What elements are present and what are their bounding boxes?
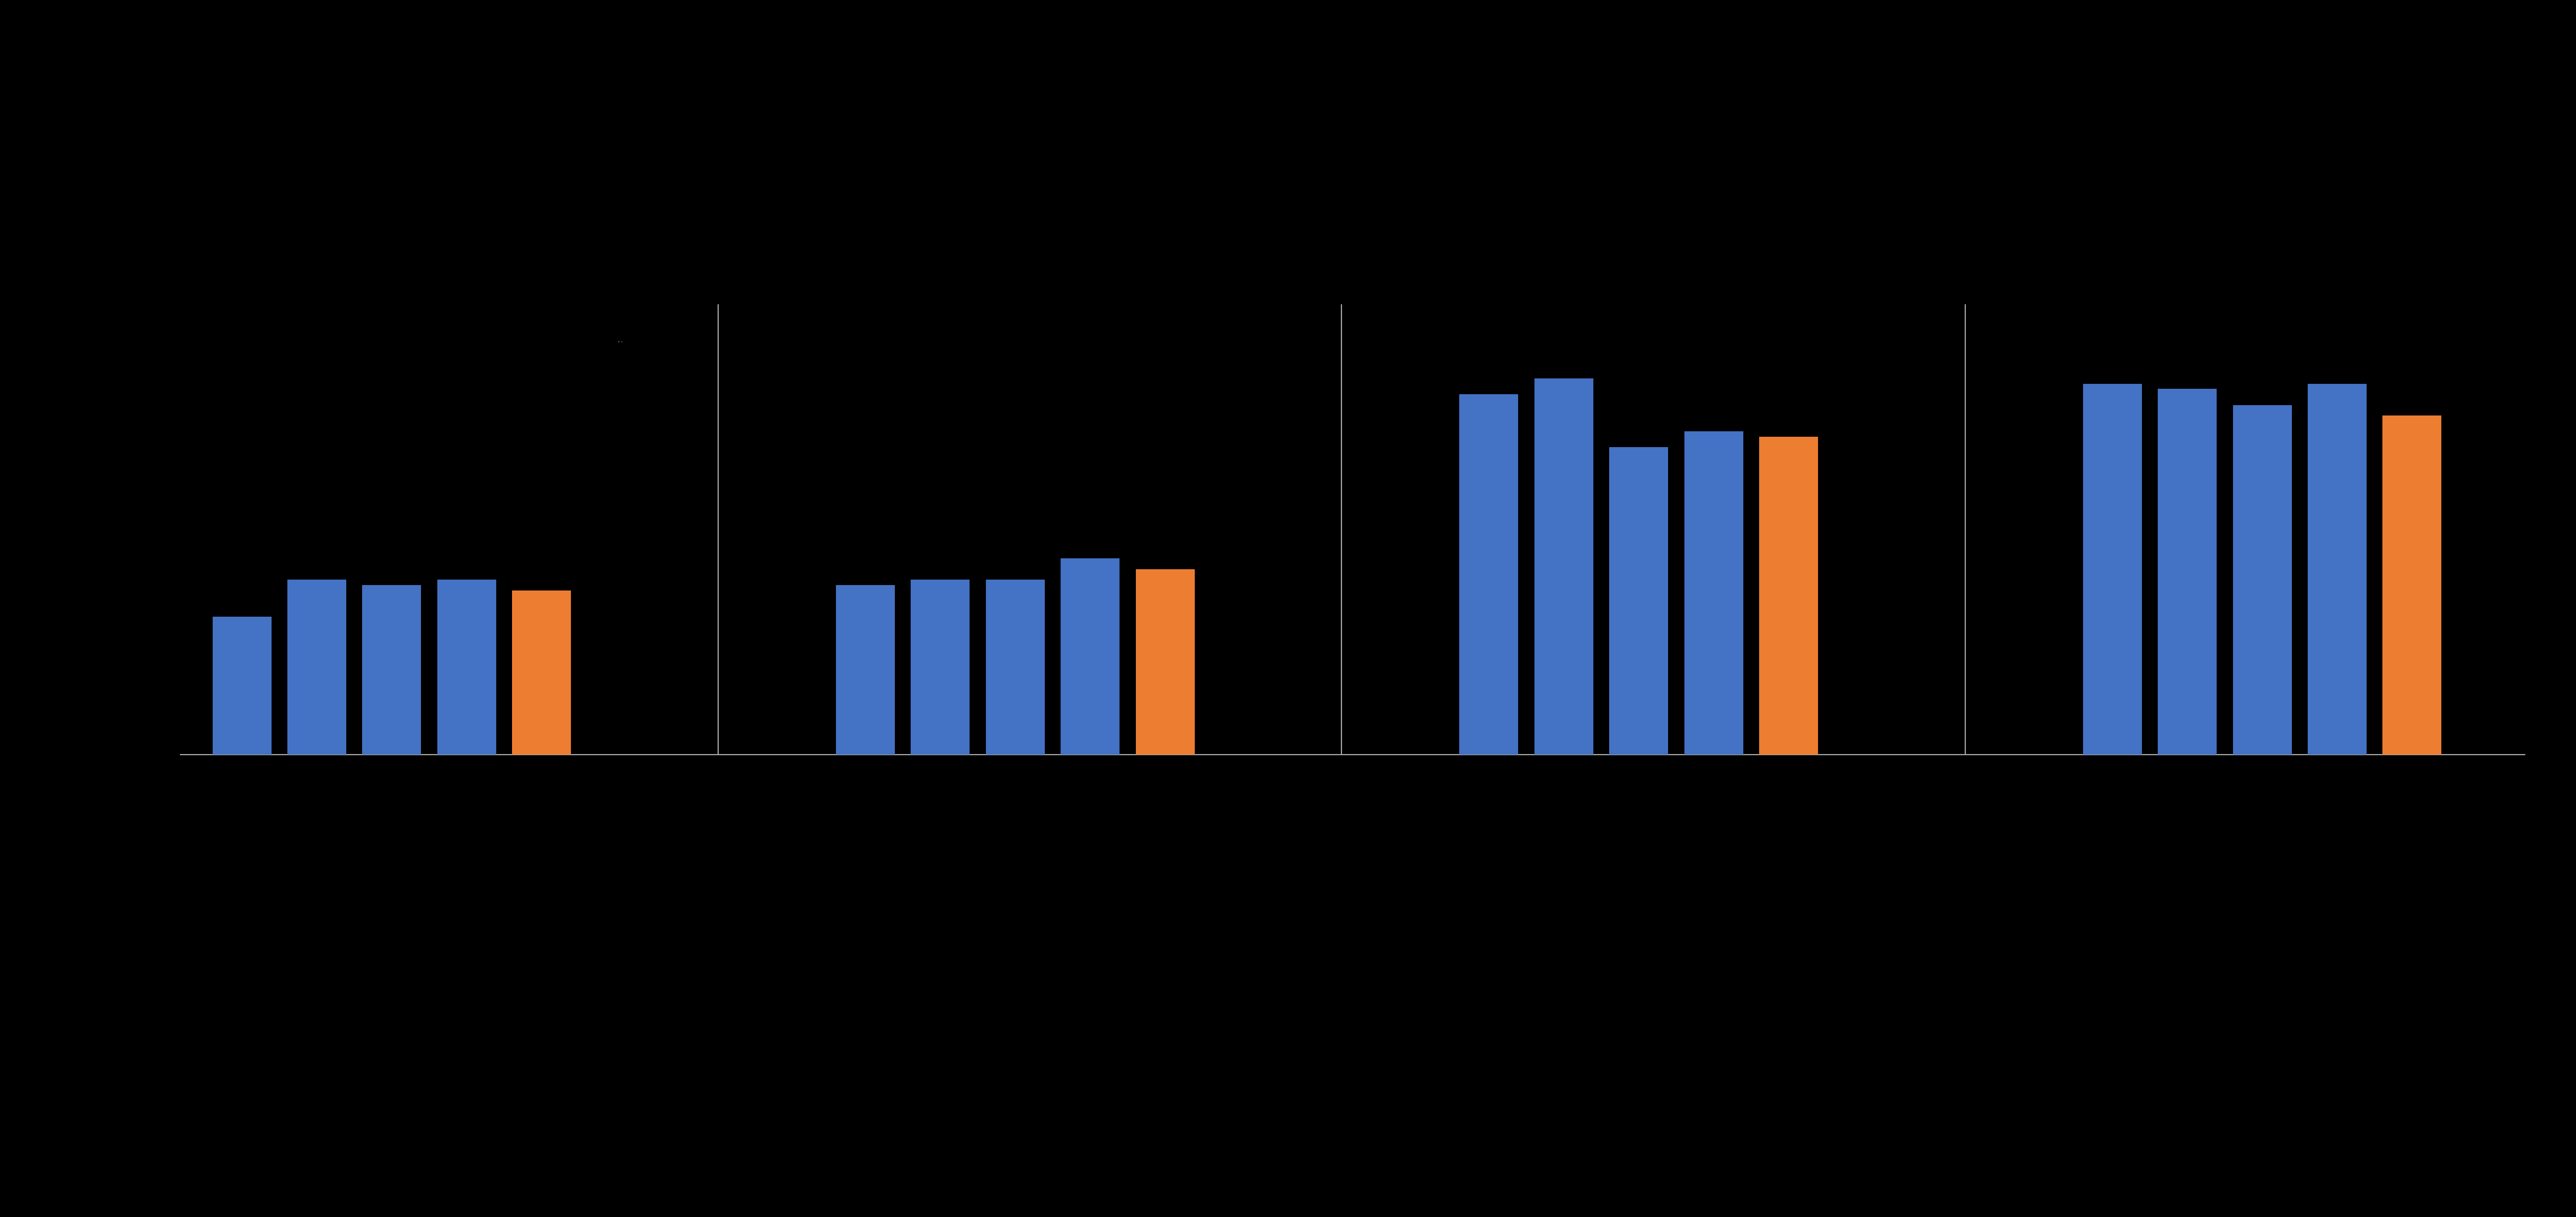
Bar: [987, 579, 1046, 755]
Bar: [363, 585, 420, 755]
Bar: [912, 579, 969, 755]
Bar: [2383, 415, 2442, 755]
Bar: [1685, 431, 1744, 755]
Bar: [2159, 389, 2218, 755]
Bar: [289, 579, 345, 755]
Bar: [438, 579, 497, 755]
Bar: [2084, 383, 2141, 755]
Bar: [1759, 437, 1819, 755]
Bar: [1136, 570, 1195, 755]
Bar: [211, 617, 270, 755]
Bar: [1535, 378, 1592, 755]
Bar: [1610, 448, 1669, 755]
Bar: [2233, 405, 2293, 755]
Bar: [1461, 394, 1517, 755]
Bar: [513, 590, 572, 755]
Bar: [2308, 383, 2367, 755]
Bar: [1061, 559, 1121, 755]
Bar: [837, 585, 894, 755]
